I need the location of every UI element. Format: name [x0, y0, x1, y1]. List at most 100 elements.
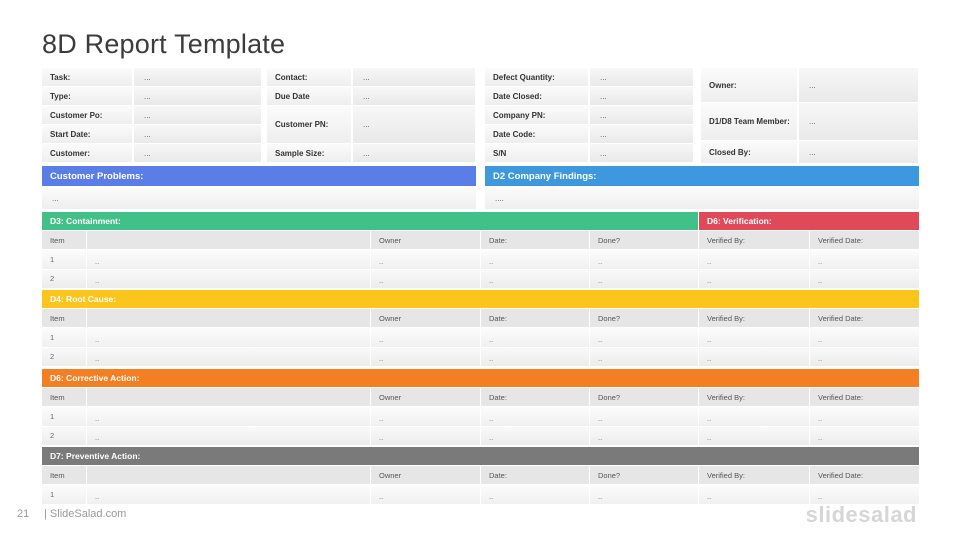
table-cell[interactable]: ..: [481, 250, 589, 269]
table-cell[interactable]: ..: [810, 250, 919, 269]
table-cell[interactable]: ..: [810, 269, 919, 288]
table-cell[interactable]: ..: [810, 407, 919, 426]
table-cell[interactable]: ..: [699, 347, 809, 366]
table-header-description: [87, 309, 370, 327]
header-label-col3-1: Date Closed:: [485, 87, 588, 105]
table-cell[interactable]: ..: [699, 269, 809, 288]
table-cell[interactable]: ..: [699, 426, 809, 445]
table-header-verified_by: Verified By:: [699, 309, 809, 327]
table-cell[interactable]: ..: [371, 426, 480, 445]
table-header-verified_date: Verified Date:: [810, 466, 919, 484]
table-cell[interactable]: ..: [87, 407, 370, 426]
customer-problems-value[interactable]: ...: [42, 188, 476, 209]
table-cell[interactable]: ..: [810, 347, 919, 366]
header-label-col3-0: Defect Quantity:: [485, 68, 588, 86]
table-cell[interactable]: ..: [371, 485, 480, 504]
table-header-done: Done?: [590, 309, 698, 327]
table-header-verified_by: Verified By:: [699, 388, 809, 406]
table-header-description: [87, 231, 370, 249]
table-header-verified_by: Verified By:: [699, 231, 809, 249]
table-cell[interactable]: ..: [481, 347, 589, 366]
header-value-col2-3[interactable]: ...: [353, 144, 475, 162]
table-cell[interactable]: ..: [481, 426, 589, 445]
header-value-col1-3[interactable]: ...: [134, 125, 261, 143]
table-cell[interactable]: ..: [810, 485, 919, 504]
header-value-col1-4[interactable]: ...: [134, 144, 261, 162]
table-row-number: 1: [42, 407, 86, 426]
header-value-col2-2[interactable]: ...: [353, 106, 475, 143]
table-row-number: 2: [42, 347, 86, 366]
table-row-number: 2: [42, 426, 86, 445]
table-header-verified_date: Verified Date:: [810, 388, 919, 406]
company-findings-value[interactable]: ....: [485, 188, 919, 209]
table-header-date: Date:: [481, 466, 589, 484]
table-cell[interactable]: ..: [481, 407, 589, 426]
table-cell[interactable]: ..: [87, 328, 370, 347]
header-value-col3-2[interactable]: ...: [590, 106, 693, 124]
company-findings-header: D2 Company Findings:: [485, 166, 919, 186]
header-label-col4-0: Owner:: [701, 68, 797, 102]
table-cell[interactable]: ..: [590, 328, 698, 347]
header-value-col3-3[interactable]: ...: [590, 125, 693, 143]
table-cell[interactable]: ..: [590, 250, 698, 269]
table-cell[interactable]: ..: [590, 269, 698, 288]
table-cell[interactable]: ..: [590, 485, 698, 504]
header-label-col2-0: Contact:: [267, 68, 351, 86]
table-cell[interactable]: ..: [371, 407, 480, 426]
table-cell[interactable]: ..: [87, 426, 370, 445]
table-header-date: Date:: [481, 231, 589, 249]
table-cell[interactable]: ..: [590, 426, 698, 445]
header-value-col4-0[interactable]: ...: [799, 68, 918, 102]
header-value-col4-1[interactable]: ...: [799, 103, 918, 140]
table-header-verified_by: Verified By:: [699, 466, 809, 484]
header-label-col1-4: Customer:: [42, 144, 132, 162]
header-value-col1-1[interactable]: ...: [134, 87, 261, 105]
table-cell[interactable]: ..: [699, 250, 809, 269]
table-cell[interactable]: ..: [87, 347, 370, 366]
header-value-col3-1[interactable]: ...: [590, 87, 693, 105]
table-cell[interactable]: ..: [371, 250, 480, 269]
header-value-col3-4[interactable]: ...: [590, 144, 693, 162]
table-cell[interactable]: ..: [481, 269, 589, 288]
slide-number: 21: [17, 508, 30, 520]
table-row-number: 1: [42, 250, 86, 269]
header-label-col3-2: Company PN:: [485, 106, 588, 124]
table-header-done: Done?: [590, 466, 698, 484]
table-cell[interactable]: ..: [810, 328, 919, 347]
table-cell[interactable]: ..: [87, 485, 370, 504]
header-value-col3-0[interactable]: ...: [590, 68, 693, 86]
slidesalad-logo: slidesalad: [805, 502, 917, 527]
table-cell[interactable]: ..: [590, 347, 698, 366]
table-cell[interactable]: ..: [87, 269, 370, 288]
table-cell[interactable]: ..: [481, 328, 589, 347]
table-cell[interactable]: ..: [87, 250, 370, 269]
header-value-col1-2[interactable]: ...: [134, 106, 261, 124]
table-cell[interactable]: ..: [590, 407, 698, 426]
header-label-col2-1: Due Date: [267, 87, 351, 105]
section-corrective: D6: Corrective Action:: [42, 369, 919, 387]
table-header-item: Item: [42, 231, 86, 249]
table-cell[interactable]: ..: [371, 328, 480, 347]
header-value-col4-2[interactable]: ...: [799, 141, 918, 163]
table-cell[interactable]: ..: [371, 347, 480, 366]
table-cell[interactable]: ..: [371, 269, 480, 288]
header-value-col1-0[interactable]: ...: [134, 68, 261, 86]
header-label-col3-4: S/N: [485, 144, 588, 162]
table-header-done: Done?: [590, 231, 698, 249]
section-containment: D3: Containment:: [42, 212, 698, 230]
table-cell[interactable]: ..: [481, 485, 589, 504]
table-header-done: Done?: [590, 388, 698, 406]
header-label-col1-3: Start Date:: [42, 125, 132, 143]
table-cell[interactable]: ..: [699, 485, 809, 504]
table-header-item: Item: [42, 388, 86, 406]
table-header-owner: Owner: [371, 388, 480, 406]
header-value-col2-0[interactable]: ...: [353, 68, 475, 86]
header-label-col1-0: Task:: [42, 68, 132, 86]
section-root_cause: D4: Root Cause:: [42, 290, 919, 308]
table-cell[interactable]: ..: [699, 328, 809, 347]
table-cell[interactable]: ..: [699, 407, 809, 426]
table-header-item: Item: [42, 309, 86, 327]
table-cell[interactable]: ..: [810, 426, 919, 445]
header-value-col2-1[interactable]: ...: [353, 87, 475, 105]
table-header-owner: Owner: [371, 231, 480, 249]
